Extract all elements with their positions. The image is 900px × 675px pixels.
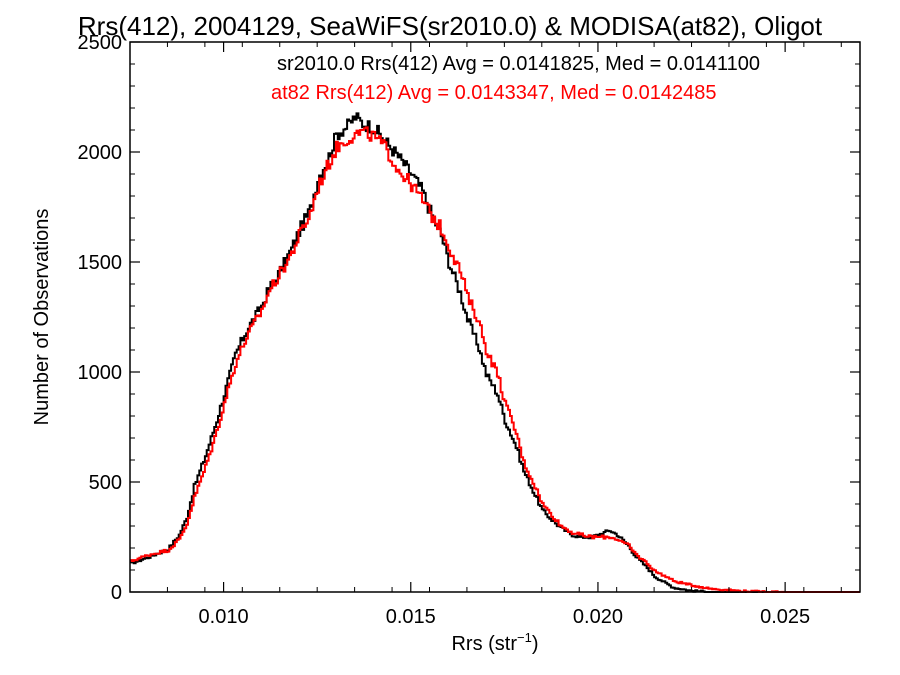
chart-title: Rrs(412), 2004129, SeaWiFS(sr2010.0) & M… [78,11,823,41]
x-tick-label: 0.025 [760,606,810,628]
stat-at82: at82 Rrs(412) Avg = 0.0143347, Med = 0.0… [271,82,717,104]
stats-annotations: sr2010.0 Rrs(412) Avg = 0.0141825, Med =… [271,53,760,104]
series-line-at82 [130,126,860,593]
x-tick-label: 0.015 [386,606,436,628]
x-axis-label-superscript: −1 [517,630,532,645]
stat-sr2010: sr2010.0 Rrs(412) Avg = 0.0141825, Med =… [277,53,760,75]
x-axis-label: Rrs (str−1) [451,630,538,655]
y-tick-label: 500 [89,472,122,494]
y-tick-label: 2500 [78,32,123,54]
x-tick-label: 0.020 [573,606,623,628]
y-tick-label: 1500 [78,252,123,274]
y-axis: 0 500 1000 1500 2000 2500 [78,32,860,604]
plot-frame [129,41,861,593]
y-axis-label: Number of Observations [31,209,53,426]
x-tick-label: 0.010 [199,606,249,628]
y-tick-label: 1000 [78,362,123,384]
x-axis-label-main: Rrs (str [451,633,517,655]
y-tick-label: 2000 [78,142,123,164]
series-layer [130,112,860,593]
x-axis-label-close: ) [532,633,539,655]
y-tick-label: 0 [111,582,122,604]
x-axis: 0.010 0.015 0.020 0.025 [129,42,842,628]
